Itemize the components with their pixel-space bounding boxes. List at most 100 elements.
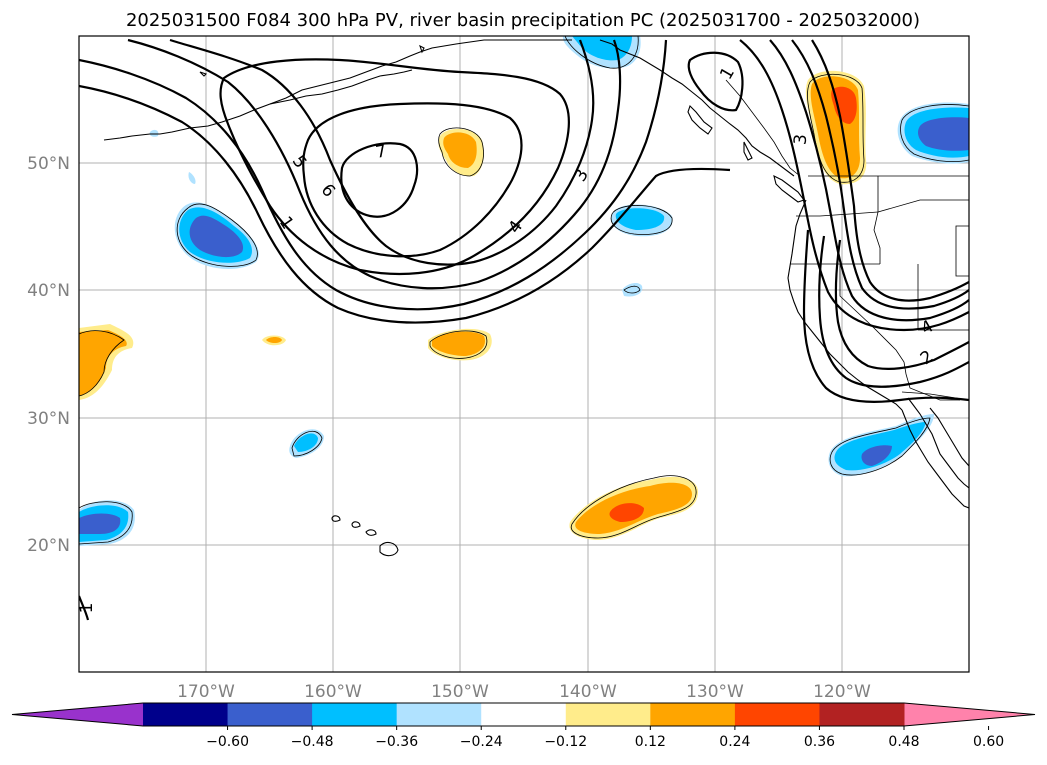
colorbar-tick-label: −0.36 [375, 734, 418, 750]
precip-blob [432, 331, 486, 356]
precip-outline [807, 73, 865, 183]
border-wyoming [955, 225, 969, 277]
colorbar-segment [819, 703, 905, 726]
coastline-vancouver-island [773, 174, 805, 203]
lon-label: 170°W [177, 682, 235, 702]
colorbar-segment [312, 703, 398, 726]
contour-label: 1 [77, 603, 97, 614]
map-title: 2025031500 F084 300 hPa PV, river basin … [126, 10, 920, 31]
pv-contour-4-south [834, 239, 969, 370]
colorbar-tick-label: 0.48 [888, 734, 919, 750]
pv-contour-3-east-inner [791, 39, 969, 310]
lon-label: 130°W [686, 682, 744, 702]
lon-label: 120°W [813, 682, 871, 702]
colorbar-segment [143, 703, 229, 726]
coastline-hawaii-oahu [351, 521, 361, 528]
pv-contour-2-south [802, 229, 969, 403]
coastline-alaska-south [395, 39, 572, 63]
pv-contour-1-edge [79, 595, 90, 621]
precip-blob [609, 503, 644, 522]
precip-blob [294, 433, 318, 452]
precip-blob [861, 445, 892, 466]
colorbar-segment [481, 703, 567, 726]
precip-outline [429, 330, 488, 359]
coastline-mexico-mainland [929, 407, 969, 467]
coastline-islands-bc [687, 104, 713, 135]
coastline-baja [901, 409, 969, 509]
precip-outline [570, 475, 697, 539]
precip-outline [829, 417, 931, 476]
pv-contour-1 [79, 84, 731, 324]
colorbar-outline [11, 702, 1036, 727]
pv-contours [79, 38, 969, 621]
precip-blob [79, 513, 121, 534]
coastline-aleutians [103, 61, 397, 141]
coastline-alaska-kenai [269, 69, 413, 105]
colorbar-segment [734, 703, 820, 726]
lon-label: 140°W [559, 682, 617, 702]
precip-blob [79, 330, 127, 396]
lon-labels: 170°W 160°W 150°W 140°W 130°W 120°W [177, 682, 871, 702]
contour-label: 7 [374, 141, 388, 163]
border-az [903, 361, 960, 401]
precip-outline [79, 501, 133, 545]
colorbar-tick-label: −0.60 [206, 734, 249, 750]
coastline-hawaii-big [379, 541, 399, 557]
precip-outline [291, 430, 323, 457]
precip-outline [623, 285, 641, 294]
pv-contour-3-south [818, 235, 969, 388]
pv-contour-5 [219, 58, 570, 276]
precip-blob [149, 129, 159, 137]
pv-contour-6 [302, 102, 523, 258]
precip-blob [918, 117, 969, 151]
contour-label: 3 [791, 133, 812, 146]
map-frame [78, 35, 970, 673]
precip-outline [79, 330, 125, 397]
border-alaska-canada [725, 79, 801, 177]
border-idaho [873, 176, 881, 264]
lon-label: 160°W [304, 682, 362, 702]
colorbar-tick-label: −0.24 [460, 734, 503, 750]
colorbar-tick-label: −0.48 [291, 734, 334, 750]
lat-labels: 20°N 30°N 40°N 50°N [27, 154, 70, 556]
colorbar-segment [565, 703, 651, 726]
precip-blob [615, 208, 665, 230]
coastline-small-island [743, 141, 753, 161]
colorbar-extend-low [12, 703, 143, 726]
lat-label: 20°N [27, 536, 70, 556]
border-montana [877, 199, 969, 213]
precip-blob [443, 132, 477, 168]
precip-blob [266, 337, 282, 343]
coastline-hawaii-maui [365, 529, 377, 536]
colorbar: −0.60 −0.48 −0.36 −0.24 −0.12 0.12 0.24 0.36 0.4… [11, 702, 1036, 750]
lat-label: 40°N [27, 281, 70, 301]
coastline-baja-gulf [907, 397, 969, 489]
precip-outline [438, 127, 484, 177]
lat-label: 50°N [27, 154, 70, 174]
precip-blob [188, 172, 196, 184]
lon-label: 150°W [431, 682, 489, 702]
colorbar-segment [650, 703, 736, 726]
pv-contour-4-east [811, 39, 969, 302]
pv-contour-2-east [769, 39, 969, 322]
coastlines [103, 39, 969, 557]
precip-blob [189, 215, 244, 258]
colorbar-tick-label: 0.24 [719, 734, 750, 750]
pv-contour-4 [169, 38, 595, 266]
precip-outline [610, 205, 673, 235]
precip-outline [176, 203, 258, 267]
colorbar-tick-label: −0.12 [544, 734, 587, 750]
coastline-small-island [199, 71, 208, 77]
colorbar-tick-label: 0.60 [973, 734, 1004, 750]
pv-contour-1-alaska [687, 51, 744, 112]
map-panel: 7 6 5 4 3 3 2 1 1 1 4 [77, 36, 969, 672]
coastline-small-island [419, 44, 425, 54]
precip-outline [900, 104, 969, 162]
colorbar-tick-label: 0.36 [804, 734, 835, 750]
pv-contour-3-east [739, 39, 969, 332]
precip-blob [831, 86, 857, 124]
pv-contour-2 [79, 39, 668, 311]
pv-contour-3 [127, 38, 622, 290]
precip-outline [564, 36, 639, 69]
